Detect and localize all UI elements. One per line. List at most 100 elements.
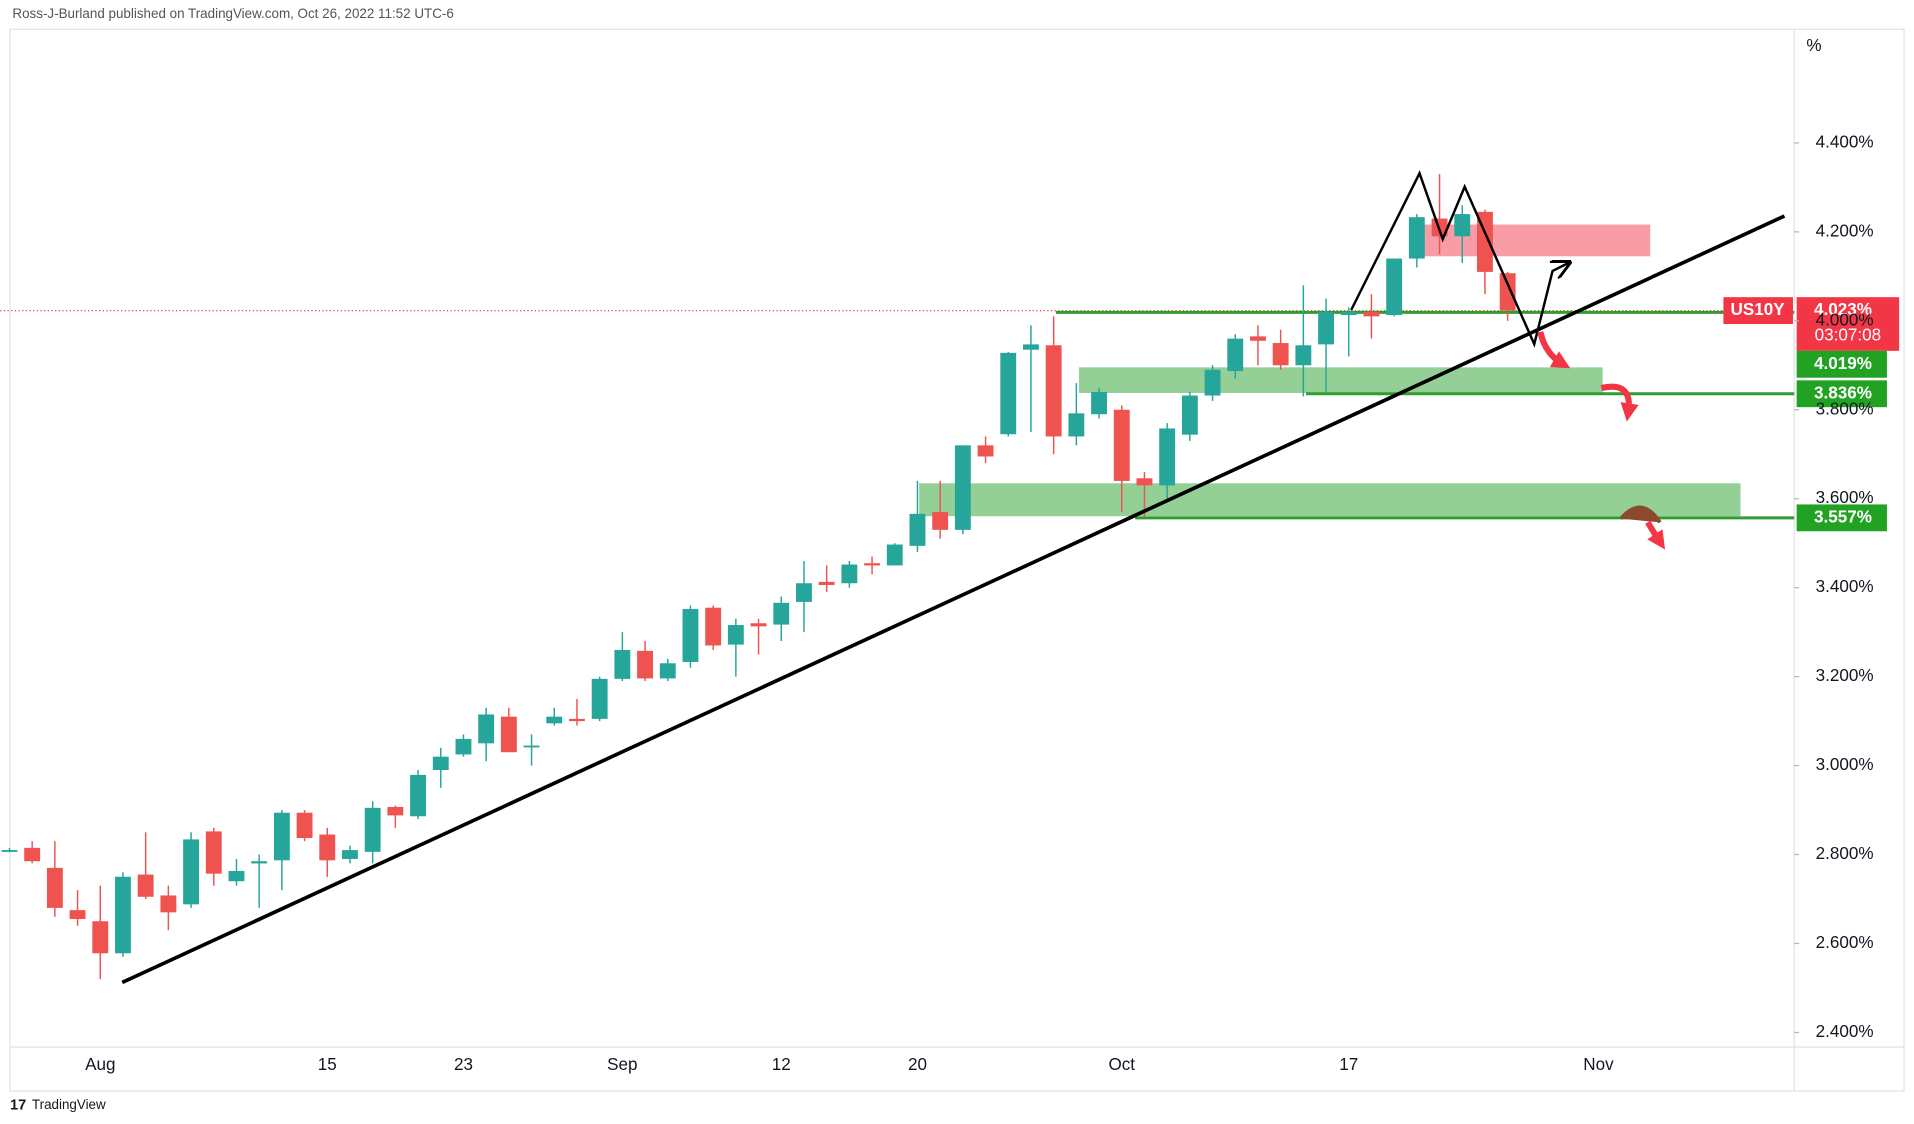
candle-body <box>1272 343 1289 366</box>
price-tag <box>1796 297 1900 351</box>
price-tag <box>1796 504 1887 532</box>
candle-body <box>796 583 812 602</box>
drawings <box>121 170 1786 985</box>
candle-body <box>1499 273 1516 311</box>
candle-body <box>160 895 177 913</box>
candle-body <box>523 745 540 748</box>
candle-body <box>1295 345 1312 366</box>
candle-body <box>1454 214 1471 237</box>
arrow-hump <box>1619 505 1662 524</box>
candle-body <box>1113 409 1130 481</box>
price-tag-label: 3.557% <box>1814 507 1872 526</box>
candle-body <box>1159 428 1176 486</box>
candle-body <box>1136 478 1153 486</box>
candle-body <box>319 834 336 861</box>
logo: 17 TradingView <box>10 1097 106 1113</box>
x-tick-label: Nov <box>1583 1055 1614 1074</box>
candle-body <box>1340 311 1357 316</box>
candle-body <box>1204 369 1221 396</box>
candle-body <box>410 774 426 817</box>
y-tick-label: 3.600% <box>1816 488 1874 507</box>
y-tick-label: 2.800% <box>1816 844 1874 863</box>
candle-body <box>932 512 949 530</box>
candle-body <box>637 650 653 679</box>
zones <box>0 224 1795 520</box>
x-tick-label: Aug <box>85 1055 115 1074</box>
candle-body <box>183 839 200 905</box>
candle-body <box>273 812 290 861</box>
candle-body <box>364 807 381 852</box>
x-tick-label: Sep <box>607 1055 637 1074</box>
candle-body <box>1068 413 1085 437</box>
trendline <box>121 214 1786 985</box>
price-tag <box>1796 380 1887 408</box>
candle-body <box>500 716 517 753</box>
arrow <box>1600 383 1639 422</box>
candle-body <box>1318 311 1334 345</box>
candle-body <box>1000 352 1017 435</box>
candle-body <box>546 716 563 724</box>
candle-body <box>1250 336 1266 341</box>
x-tick-label: 20 <box>908 1055 927 1074</box>
candle-body <box>92 921 109 954</box>
candle-body <box>909 513 926 546</box>
candles <box>1 174 1516 980</box>
candle-body <box>750 623 767 627</box>
candle-body <box>614 649 631 679</box>
candle-body <box>954 445 971 530</box>
support-zone <box>1079 367 1603 393</box>
candle-body <box>455 738 472 755</box>
candle-body <box>818 581 835 586</box>
x-tick-label: 15 <box>318 1055 337 1074</box>
y-tick-label: 4.000% <box>1816 310 1874 329</box>
logo-icon: 17 <box>10 1098 26 1114</box>
candle-body <box>569 718 585 722</box>
y-tick-label: 3.200% <box>1816 666 1874 685</box>
candle-body <box>342 850 358 859</box>
candle-body <box>296 812 313 839</box>
candle-body <box>432 756 449 771</box>
price-tag <box>1796 350 1887 378</box>
y-tick-label: 4.400% <box>1816 132 1874 151</box>
y-tick-label: 3.000% <box>1816 755 1874 774</box>
candle-body <box>1227 338 1244 372</box>
candle-body <box>1 850 18 852</box>
y-tick-label: 4.200% <box>1816 221 1874 240</box>
price-tag-label: 4.019% <box>1814 354 1872 373</box>
candle-body <box>1477 211 1493 272</box>
price-tag-label: 4.023% <box>1814 300 1872 319</box>
candle-body <box>705 607 722 646</box>
candle-body <box>137 874 154 897</box>
footer: TradingView <box>32 1097 106 1112</box>
candle-body <box>977 445 994 457</box>
x-tick-label: Oct <box>1108 1055 1135 1074</box>
arrow <box>1645 520 1666 550</box>
candle-body <box>1181 395 1198 435</box>
candle-body <box>886 544 903 566</box>
candle-body <box>659 663 676 679</box>
candle-body <box>727 625 744 645</box>
candle-body <box>1386 258 1403 316</box>
candle-body <box>1045 345 1062 437</box>
countdown: 03:07:08 <box>1815 326 1881 345</box>
frame <box>9 28 1905 1092</box>
y-unit: % <box>1806 36 1821 55</box>
candle-body <box>864 563 880 566</box>
candle-body <box>228 870 245 882</box>
double-top-pattern <box>1350 170 1569 348</box>
header: Ross-J-Burland published on TradingView.… <box>12 6 453 21</box>
candle-body <box>1023 344 1039 350</box>
candle-body <box>682 609 699 662</box>
candle-body <box>387 806 404 816</box>
symbol-tag-label: US10Y <box>1731 300 1786 319</box>
candle-body <box>1363 311 1380 317</box>
candle-body <box>841 564 858 584</box>
x-tick-label: 17 <box>1339 1055 1358 1074</box>
candle-body <box>251 861 268 864</box>
y-tick-label: 3.400% <box>1816 577 1874 596</box>
candle-body <box>69 910 86 920</box>
candle-body <box>205 831 222 874</box>
y-tick-label: 2.600% <box>1816 933 1874 952</box>
support-zone <box>919 483 1741 517</box>
